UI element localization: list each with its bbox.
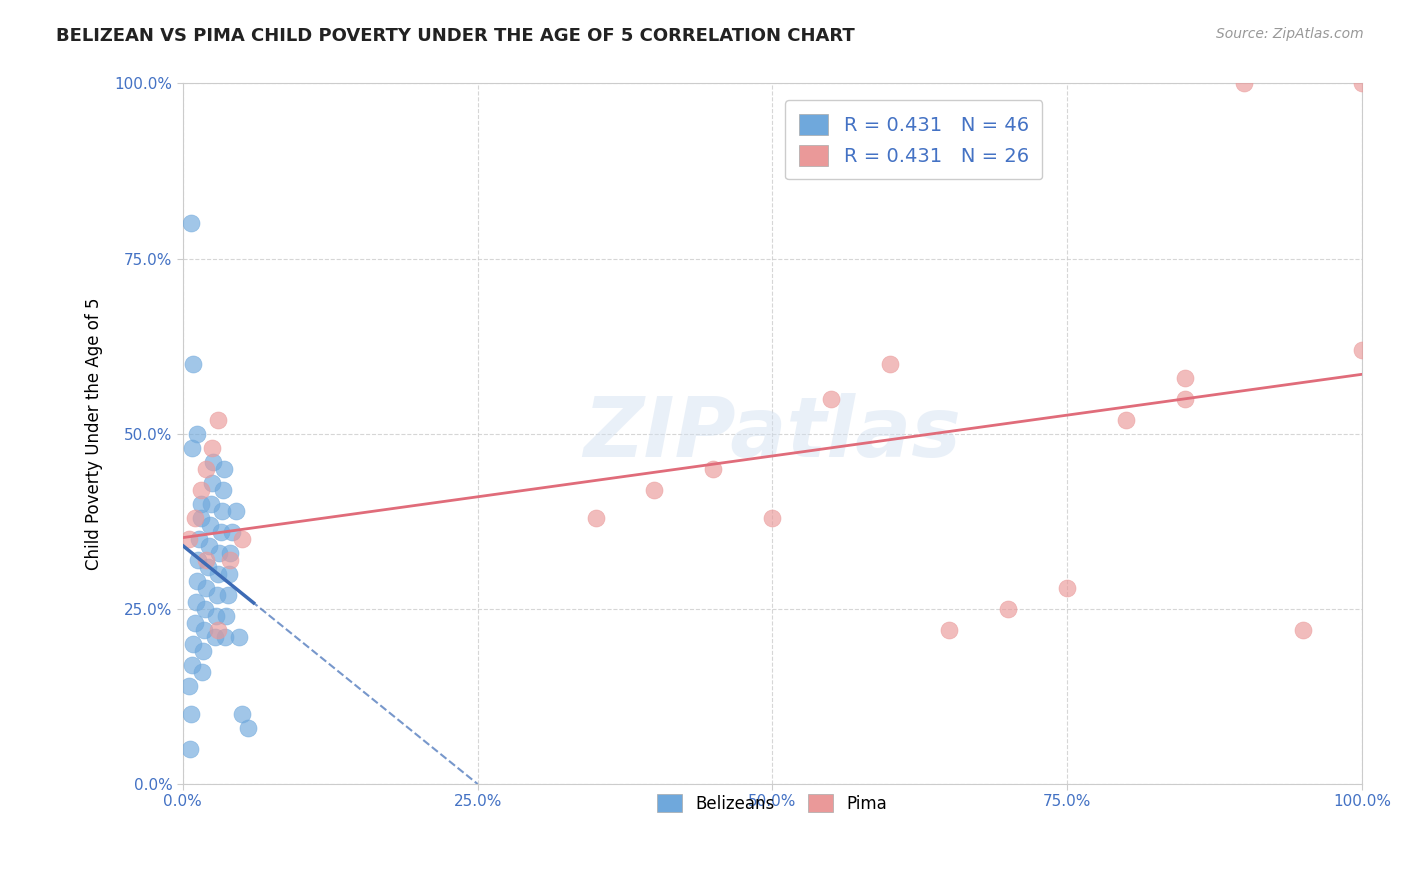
- Point: [938, 623, 960, 637]
- Point: [183, 615, 205, 630]
- Point: [209, 524, 232, 539]
- Point: [215, 608, 238, 623]
- Point: [204, 630, 226, 644]
- Point: [879, 357, 901, 371]
- Point: [190, 665, 212, 679]
- Point: [1351, 343, 1374, 357]
- Point: [202, 454, 225, 468]
- Point: [177, 532, 200, 546]
- Point: [1174, 370, 1197, 384]
- Point: [201, 441, 224, 455]
- Point: [183, 637, 205, 651]
- Point: [211, 503, 233, 517]
- Point: [702, 461, 724, 475]
- Point: [212, 483, 235, 497]
- Point: [205, 588, 228, 602]
- Point: [205, 608, 228, 623]
- Point: [225, 503, 247, 517]
- Text: ZIPatlas: ZIPatlas: [583, 393, 962, 474]
- Point: [183, 357, 205, 371]
- Point: [186, 574, 208, 588]
- Point: [236, 721, 259, 735]
- Point: [193, 623, 215, 637]
- Point: [183, 510, 205, 524]
- Point: [644, 483, 666, 497]
- Point: [187, 552, 209, 566]
- Point: [180, 217, 202, 231]
- Point: [214, 630, 236, 644]
- Point: [201, 475, 224, 490]
- Point: [197, 559, 219, 574]
- Point: [177, 679, 200, 693]
- Point: [219, 552, 242, 566]
- Point: [190, 483, 212, 497]
- Point: [761, 510, 783, 524]
- Point: [191, 643, 214, 657]
- Point: [194, 601, 217, 615]
- Y-axis label: Child Poverty Under the Age of 5: Child Poverty Under the Age of 5: [86, 297, 103, 570]
- Point: [200, 497, 222, 511]
- Point: [181, 657, 204, 672]
- Point: [231, 532, 253, 546]
- Legend: Belizeans, Pima: Belizeans, Pima: [645, 782, 898, 824]
- Point: [1292, 623, 1315, 637]
- Point: [198, 517, 221, 532]
- Point: [207, 412, 229, 426]
- Point: [181, 441, 204, 455]
- Point: [207, 623, 229, 637]
- Point: [585, 510, 607, 524]
- Point: [207, 566, 229, 581]
- Text: Source: ZipAtlas.com: Source: ZipAtlas.com: [1216, 27, 1364, 41]
- Point: [218, 566, 240, 581]
- Point: [219, 546, 242, 560]
- Point: [1351, 77, 1374, 91]
- Point: [212, 461, 235, 475]
- Point: [208, 546, 231, 560]
- Point: [1233, 77, 1256, 91]
- Point: [179, 741, 201, 756]
- Point: [221, 524, 243, 539]
- Point: [195, 552, 218, 566]
- Text: BELIZEAN VS PIMA CHILD POVERTY UNDER THE AGE OF 5 CORRELATION CHART: BELIZEAN VS PIMA CHILD POVERTY UNDER THE…: [56, 27, 855, 45]
- Point: [228, 630, 250, 644]
- Point: [197, 539, 219, 553]
- Point: [1174, 392, 1197, 406]
- Point: [231, 706, 253, 721]
- Point: [190, 510, 212, 524]
- Point: [1115, 412, 1137, 426]
- Point: [184, 595, 207, 609]
- Point: [195, 581, 218, 595]
- Point: [820, 392, 842, 406]
- Point: [180, 706, 202, 721]
- Point: [190, 497, 212, 511]
- Point: [188, 532, 211, 546]
- Point: [186, 426, 208, 441]
- Point: [1056, 581, 1078, 595]
- Point: [217, 588, 239, 602]
- Point: [997, 601, 1019, 615]
- Point: [195, 461, 218, 475]
